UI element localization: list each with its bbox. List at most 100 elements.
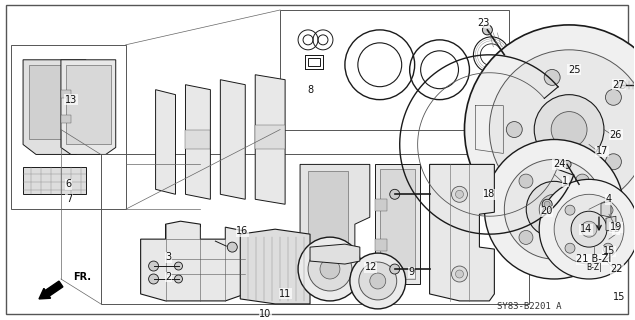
- Polygon shape: [66, 65, 110, 144]
- Circle shape: [485, 140, 624, 279]
- Circle shape: [175, 262, 182, 270]
- Circle shape: [526, 181, 582, 237]
- Text: 18: 18: [483, 189, 495, 199]
- Circle shape: [308, 247, 352, 291]
- Circle shape: [350, 253, 406, 309]
- Text: 2: 2: [165, 272, 171, 282]
- Polygon shape: [310, 244, 360, 264]
- Circle shape: [581, 221, 597, 237]
- Text: 22: 22: [611, 264, 623, 274]
- Polygon shape: [601, 201, 611, 217]
- Polygon shape: [380, 169, 415, 279]
- Circle shape: [149, 274, 159, 284]
- Circle shape: [544, 174, 560, 190]
- Polygon shape: [220, 80, 245, 199]
- Text: 5: 5: [613, 224, 619, 234]
- Polygon shape: [606, 216, 616, 232]
- Circle shape: [483, 25, 492, 35]
- Polygon shape: [255, 75, 285, 204]
- Polygon shape: [29, 65, 71, 140]
- Circle shape: [544, 69, 560, 85]
- Polygon shape: [23, 167, 86, 194]
- Circle shape: [571, 211, 607, 247]
- Circle shape: [464, 25, 635, 234]
- Text: 14: 14: [580, 224, 592, 234]
- Circle shape: [370, 273, 385, 289]
- Circle shape: [603, 205, 613, 215]
- Text: 20: 20: [540, 206, 552, 216]
- Polygon shape: [156, 90, 175, 194]
- Circle shape: [390, 189, 399, 199]
- Circle shape: [451, 266, 467, 282]
- Circle shape: [565, 243, 575, 253]
- Circle shape: [149, 261, 159, 271]
- Bar: [61, 90, 71, 98]
- Circle shape: [390, 264, 399, 274]
- Circle shape: [506, 122, 522, 138]
- Circle shape: [539, 179, 635, 279]
- Text: 23: 23: [478, 18, 490, 28]
- Bar: [101, 155, 529, 304]
- Text: 25: 25: [568, 65, 580, 75]
- Polygon shape: [185, 85, 210, 199]
- Text: 17: 17: [596, 147, 608, 156]
- Text: FR.: FR.: [73, 272, 91, 282]
- Circle shape: [359, 262, 397, 300]
- Bar: [280, 10, 509, 130]
- Text: 12: 12: [364, 262, 377, 272]
- Bar: [375, 239, 387, 251]
- Text: 13: 13: [65, 95, 77, 105]
- Polygon shape: [140, 221, 265, 301]
- Polygon shape: [23, 60, 86, 155]
- Text: 15: 15: [613, 292, 625, 302]
- Polygon shape: [61, 60, 116, 155]
- Text: 24: 24: [553, 159, 565, 169]
- Circle shape: [544, 201, 550, 207]
- Circle shape: [605, 154, 622, 170]
- Text: SY83-B2201 A: SY83-B2201 A: [497, 302, 561, 311]
- Circle shape: [575, 230, 589, 244]
- Circle shape: [618, 81, 626, 89]
- Circle shape: [539, 194, 569, 224]
- Text: 21 B-ZI: 21 B-ZI: [577, 254, 612, 264]
- Text: 27: 27: [613, 80, 625, 90]
- Polygon shape: [308, 172, 348, 267]
- Circle shape: [542, 199, 552, 209]
- Circle shape: [455, 270, 464, 278]
- Text: 1: 1: [562, 176, 568, 186]
- Text: 26: 26: [610, 130, 622, 140]
- Circle shape: [504, 159, 604, 259]
- Bar: [185, 130, 210, 149]
- Bar: [11, 45, 126, 209]
- Polygon shape: [375, 164, 420, 284]
- Polygon shape: [300, 164, 370, 289]
- Text: 15: 15: [603, 246, 615, 256]
- Bar: [255, 124, 285, 149]
- Text: 6: 6: [66, 179, 72, 189]
- Circle shape: [455, 190, 464, 198]
- Circle shape: [490, 50, 635, 209]
- Bar: [61, 115, 71, 123]
- Text: 7: 7: [66, 194, 72, 204]
- Text: 4: 4: [606, 194, 612, 204]
- Text: 19: 19: [610, 222, 622, 232]
- Circle shape: [565, 205, 575, 215]
- Text: B-Z|: B-Z|: [586, 262, 602, 272]
- Circle shape: [603, 243, 613, 253]
- Circle shape: [551, 112, 587, 148]
- Circle shape: [554, 194, 624, 264]
- Text: 8: 8: [307, 85, 313, 95]
- Polygon shape: [240, 229, 310, 304]
- Polygon shape: [469, 100, 509, 159]
- Circle shape: [451, 186, 467, 202]
- Circle shape: [175, 275, 182, 283]
- Text: 3: 3: [166, 252, 171, 262]
- Text: 16: 16: [236, 226, 248, 236]
- Circle shape: [519, 174, 533, 188]
- Circle shape: [519, 230, 533, 244]
- Text: 11: 11: [279, 289, 291, 299]
- FancyArrow shape: [39, 281, 63, 299]
- Text: 9: 9: [408, 267, 415, 277]
- Circle shape: [534, 95, 604, 164]
- Circle shape: [563, 160, 571, 168]
